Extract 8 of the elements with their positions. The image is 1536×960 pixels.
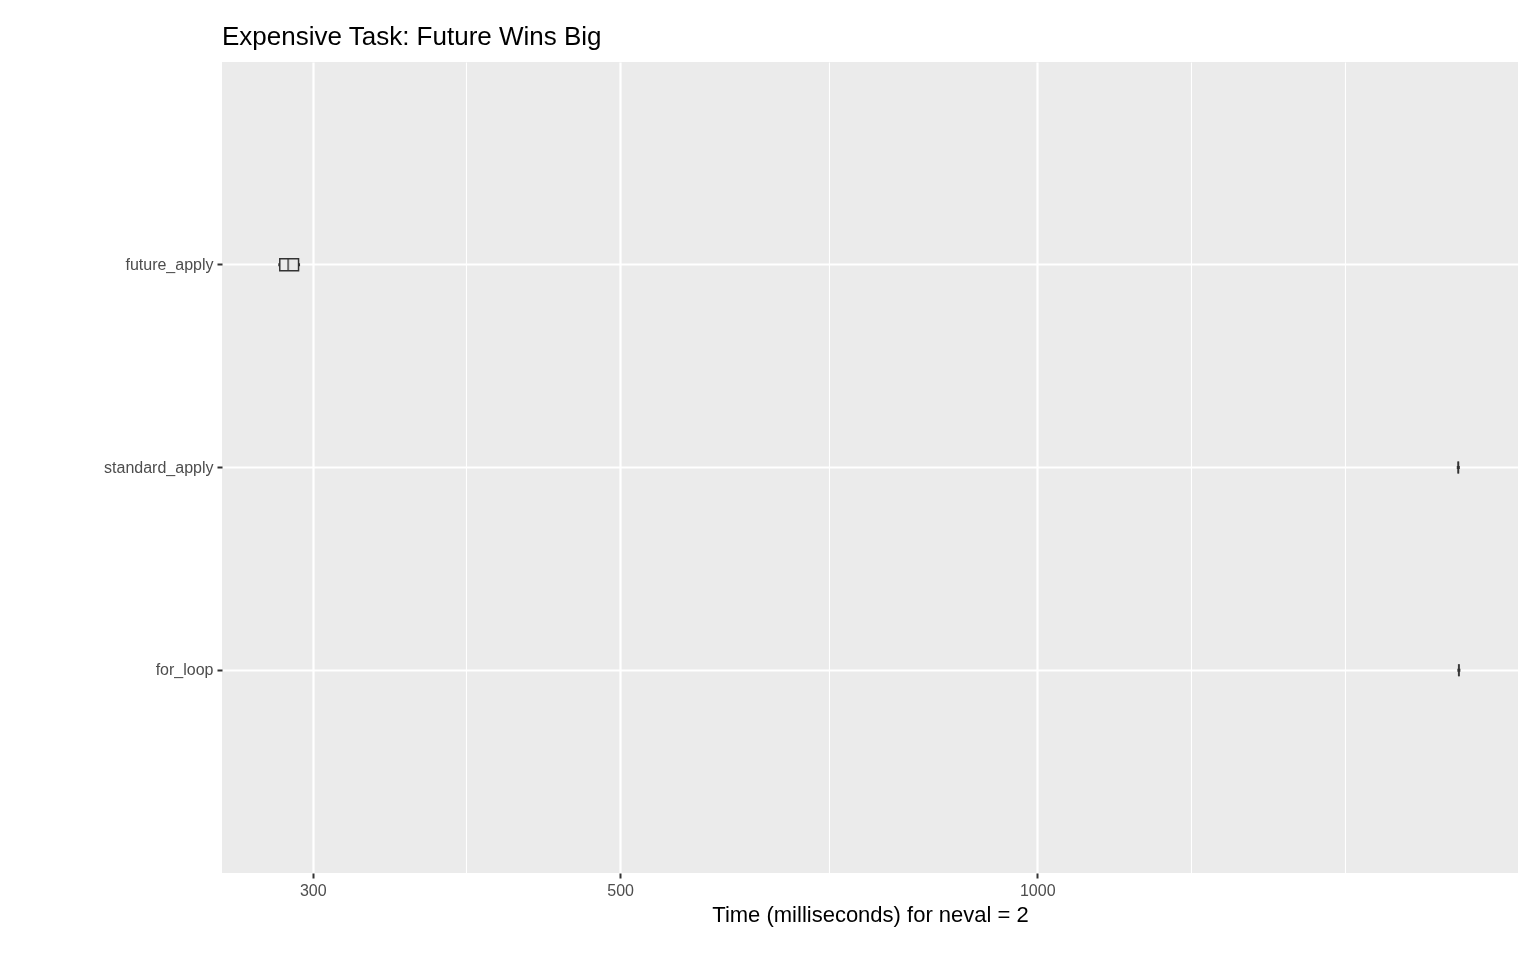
- y-tick-label: standard_apply: [104, 458, 214, 477]
- y-tick-label: future_apply: [125, 255, 214, 274]
- x-tick-label: 500: [607, 881, 635, 899]
- x-axis-title: Time (milliseconds) for neval = 2: [712, 901, 1029, 927]
- y-tick-label: for_loop: [155, 661, 214, 680]
- x-tick-label: 1000: [1019, 881, 1056, 899]
- chart-title: Expensive Task: Future Wins Big: [222, 21, 602, 51]
- x-tick-label: 300: [299, 881, 327, 899]
